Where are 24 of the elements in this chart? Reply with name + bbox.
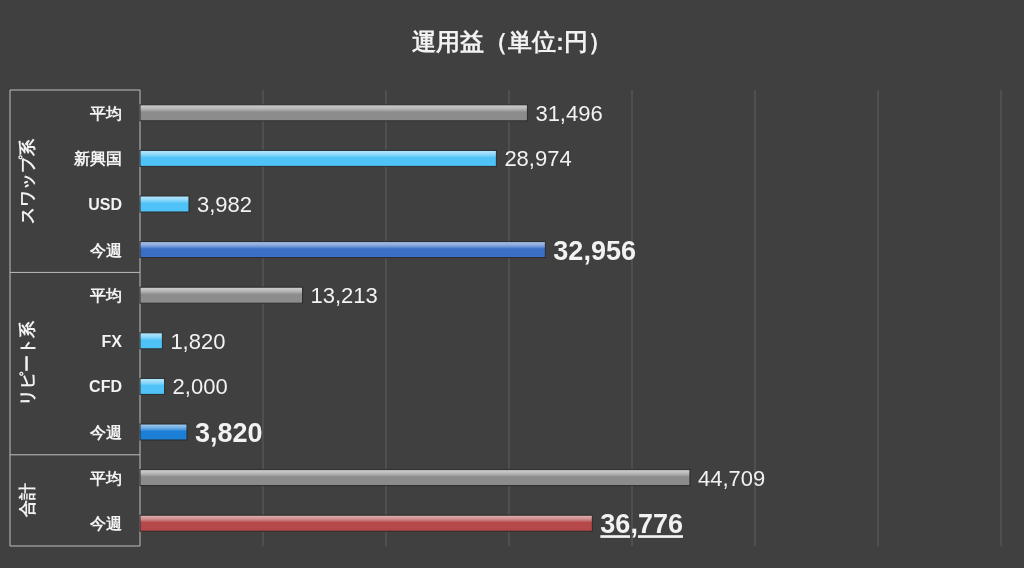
data-label: 13,213 bbox=[310, 283, 378, 309]
text: スワップ系 bbox=[18, 137, 37, 224]
y-tick-label: 新興国 bbox=[73, 150, 122, 168]
data-label: 3,820 bbox=[194, 418, 263, 448]
data-label: 36,776 bbox=[600, 509, 683, 540]
y-tick-label: FX bbox=[101, 332, 123, 350]
y-tick-label: 今週 bbox=[89, 515, 123, 533]
data-label: 3,982 bbox=[196, 192, 253, 217]
chart-title: 運用益（単位:円） bbox=[412, 28, 612, 55]
y-tick-label: 今週 bbox=[89, 241, 123, 259]
data-label: 44,709 bbox=[697, 465, 766, 491]
y-tick-label: 平均 bbox=[89, 104, 122, 122]
text: リピート系 bbox=[18, 320, 37, 407]
y-tick-label: CFD bbox=[89, 378, 122, 396]
y-tick-label: 平均 bbox=[89, 287, 122, 305]
text: 合計 bbox=[18, 483, 37, 519]
data-label: 31,496 bbox=[535, 100, 603, 126]
data-label: 28,974 bbox=[504, 146, 572, 172]
data-label: 32,956 bbox=[553, 235, 636, 266]
y-tick-label: USD bbox=[88, 196, 122, 213]
y-tick-label: 今週 bbox=[89, 424, 123, 441]
data-label: 1,820 bbox=[170, 328, 226, 354]
data-label: 2,000 bbox=[172, 374, 228, 400]
y-tick-label: 平均 bbox=[89, 469, 122, 487]
